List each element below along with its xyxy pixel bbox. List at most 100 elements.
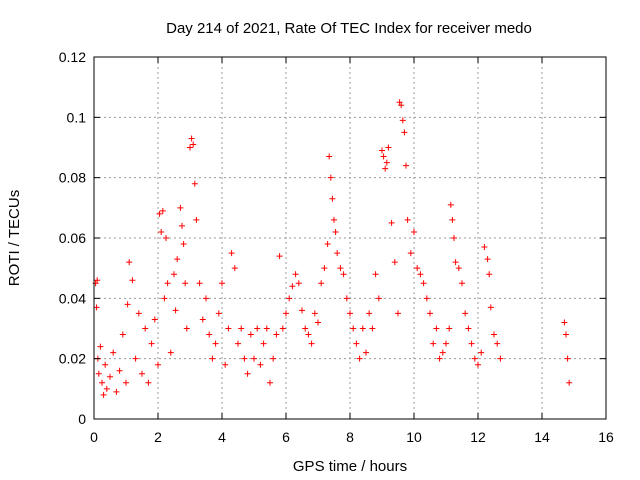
data-point xyxy=(193,216,200,223)
data-point xyxy=(123,379,129,386)
data-point xyxy=(430,340,437,347)
data-point xyxy=(225,325,232,332)
data-point xyxy=(443,340,449,347)
x-tick-label: 6 xyxy=(282,429,290,445)
data-point xyxy=(433,325,440,332)
data-point xyxy=(292,271,299,278)
data-point xyxy=(279,325,286,332)
data-point xyxy=(94,277,101,284)
data-point xyxy=(305,331,312,338)
data-point xyxy=(337,265,344,272)
data-point xyxy=(475,361,481,368)
data-point xyxy=(167,349,174,356)
data-point xyxy=(163,235,169,241)
data-point xyxy=(155,361,161,368)
data-point xyxy=(267,379,273,386)
data-point xyxy=(139,370,145,377)
data-point xyxy=(228,250,235,257)
data-point xyxy=(372,271,379,278)
data-point xyxy=(126,259,133,266)
data-point xyxy=(315,319,321,326)
data-point xyxy=(411,228,417,235)
data-point xyxy=(180,241,187,248)
data-point xyxy=(462,310,469,317)
data-point xyxy=(369,325,376,332)
data-point xyxy=(124,301,131,308)
data-point xyxy=(199,316,206,323)
x-tick-label: 8 xyxy=(346,429,354,445)
data-point xyxy=(206,331,213,338)
data-points xyxy=(92,99,573,398)
chart-title: Day 214 of 2021, Rate Of TEC Index for r… xyxy=(166,20,532,37)
y-tick-label: 0.1 xyxy=(67,109,87,125)
data-point xyxy=(382,165,389,172)
data-point xyxy=(183,325,190,332)
data-point xyxy=(161,295,168,302)
y-tick-label: 0.12 xyxy=(59,49,86,65)
data-point xyxy=(308,340,315,347)
data-point xyxy=(158,228,165,235)
data-point xyxy=(324,241,331,248)
data-point xyxy=(385,144,392,151)
data-point xyxy=(395,310,401,317)
data-point xyxy=(215,310,222,317)
data-point xyxy=(174,256,181,263)
data-point xyxy=(403,162,409,169)
data-point xyxy=(93,304,100,311)
data-point xyxy=(468,340,475,347)
data-point xyxy=(187,144,193,151)
y-tick-label: 0.06 xyxy=(59,230,86,246)
data-point xyxy=(196,280,203,287)
x-tick-label: 16 xyxy=(598,429,614,445)
x-axis-label: GPS time / hours xyxy=(293,458,407,475)
grid-layer xyxy=(94,57,606,419)
y-axis-label: ROTI / TECUs xyxy=(6,190,23,286)
y-tick-label: 0.08 xyxy=(59,170,86,186)
data-point xyxy=(366,310,373,317)
data-point xyxy=(113,388,120,395)
data-point xyxy=(191,180,198,187)
data-point xyxy=(481,244,488,251)
data-point xyxy=(379,147,385,154)
data-point xyxy=(359,325,366,332)
data-point xyxy=(380,153,387,160)
data-point xyxy=(159,207,166,214)
data-point xyxy=(383,159,390,166)
data-point xyxy=(487,304,494,311)
data-point xyxy=(209,355,216,362)
data-point xyxy=(257,361,264,368)
data-point xyxy=(247,331,254,338)
y-tick-label: 0.04 xyxy=(59,290,86,306)
data-point xyxy=(276,253,283,260)
data-point xyxy=(564,355,571,362)
data-point xyxy=(190,141,197,148)
data-point xyxy=(219,280,225,287)
data-point xyxy=(222,361,229,368)
data-point xyxy=(563,331,569,338)
data-point xyxy=(321,265,328,272)
data-point xyxy=(164,280,171,287)
x-tick-label: 10 xyxy=(406,429,422,445)
data-point xyxy=(182,280,189,287)
data-point xyxy=(171,271,177,278)
data-point xyxy=(295,280,302,287)
data-point xyxy=(404,216,411,223)
axis-ticks: 0 2 4 6 8 10 12 14 16 0 0.02 0.04 0.06 0.08 0.1 0.12 xyxy=(59,49,614,445)
data-point xyxy=(414,265,421,272)
data-point xyxy=(156,210,163,217)
data-point xyxy=(283,310,289,317)
data-point xyxy=(212,340,219,347)
data-point xyxy=(331,216,337,223)
data-point xyxy=(151,316,158,323)
y-tick-label: 0 xyxy=(78,411,86,427)
data-point xyxy=(260,340,267,347)
data-point xyxy=(244,370,251,377)
data-point xyxy=(396,99,403,106)
data-point xyxy=(427,310,433,317)
data-point xyxy=(100,391,107,398)
data-point xyxy=(407,250,414,257)
data-point xyxy=(420,280,427,287)
data-point xyxy=(423,295,430,302)
data-point xyxy=(455,265,462,272)
